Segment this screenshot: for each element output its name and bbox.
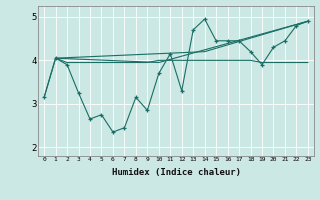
X-axis label: Humidex (Indice chaleur): Humidex (Indice chaleur) [111, 168, 241, 177]
